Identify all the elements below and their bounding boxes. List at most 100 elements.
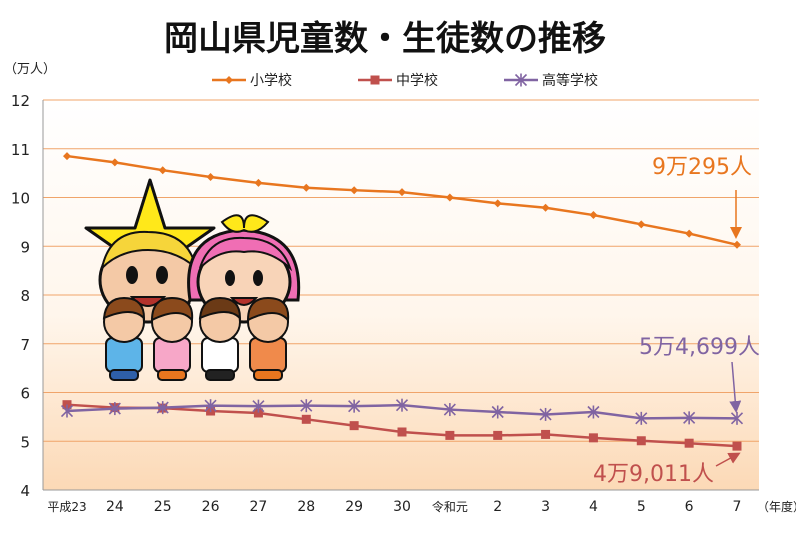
legend-item: 中学校 [358,72,438,89]
data-point [252,399,265,413]
x-tick-label: 30 [393,499,411,515]
data-point [635,411,648,425]
x-tick-label: 28 [297,499,315,515]
child-white [198,296,242,381]
data-point [541,429,551,439]
x-tick-label: 5 [637,499,646,515]
data-point [587,405,600,419]
data-point [493,430,503,440]
data-point [539,407,552,421]
data-point [491,405,504,419]
data-point [445,193,454,202]
annotation-arrow [729,361,742,413]
data-point [300,399,313,413]
annotation-arrow [715,452,741,467]
child-blue [102,296,146,381]
x-axis-ticks: 平成23 24 25 26 27 28 29 30 令和元 2 3 4 5 6 7 [47,499,741,515]
y-tick-label: 11 [11,141,30,159]
data-point [445,430,455,440]
x-tick-label: 6 [685,499,694,515]
data-point [225,76,233,84]
x-tick-label: 4 [589,499,598,515]
x-tick-label: 7 [733,499,742,515]
data-point [683,411,696,425]
y-tick-label: 4 [20,482,30,500]
x-tick-label: 26 [202,499,220,515]
data-point [301,414,311,424]
y-tick-label: 5 [20,433,30,451]
x-axis-unit: （年度） [757,499,796,514]
x-tick-label: 27 [250,499,268,515]
data-point [730,411,744,425]
y-tick-label: 8 [20,287,30,305]
legend-label: 高等学校 [542,72,598,89]
data-point [397,427,407,437]
data-point [60,404,74,418]
data-point [302,183,311,192]
y-axis-unit: （万人） [4,62,56,77]
x-tick-label: 24 [106,499,124,515]
data-point [206,173,215,182]
data-point [110,158,119,167]
data-point [443,403,456,417]
y-tick-label: 6 [20,385,30,403]
data-point [158,166,167,175]
y-axis-ticks: 4 5 6 7 8 9 10 11 12 [11,92,30,500]
data-point [398,188,406,197]
gridlines [42,99,759,491]
data-point [254,178,263,187]
data-point [733,240,741,249]
data-point [349,421,359,431]
legend: 小学校 中学校 高等学校 [212,72,598,89]
data-point [637,220,646,229]
series-0 [63,152,741,249]
annotation: 4万9,011人 [593,452,741,487]
annotation: 9万295人 [652,155,752,239]
y-tick-label: 9 [20,238,30,256]
annotations: 9万295人 5万4,699人 4万9,011人 [593,155,760,487]
data-point [350,186,359,195]
data-point [63,152,71,161]
x-tick-label: 令和元 [432,499,468,514]
data-point [348,399,361,413]
data-point [685,229,694,238]
series-layer [60,152,744,451]
data-point [156,401,169,415]
x-tick-label: 3 [541,499,550,515]
legend-label: 小学校 [250,72,292,89]
y-tick-label: 10 [11,190,30,208]
x-tick-label: 25 [154,499,172,515]
annotation: 5万4,699人 [639,335,760,413]
x-tick-label: 29 [345,499,363,515]
data-point [253,408,263,418]
data-point [108,402,121,416]
annotation-label: 4万9,011人 [593,462,714,487]
annotation-label: 9万295人 [652,155,752,180]
data-point [395,398,409,412]
series-2 [60,398,744,425]
child-orange [246,296,290,381]
x-tick-label: 平成23 [47,500,86,514]
data-point [732,441,742,451]
data-point [370,75,380,85]
data-point [684,438,694,448]
x-tick-label: 2 [493,499,502,515]
annotation-label: 5万4,699人 [639,335,760,360]
data-point [588,433,598,443]
data-point [589,211,598,220]
legend-label: 中学校 [396,72,438,89]
child-pink [150,296,194,381]
data-point [493,199,502,208]
chart-title: 岡山県児童数・生徒数の推移 [164,19,606,59]
data-point [204,399,217,413]
legend-item: 高等学校 [504,72,598,89]
data-point [541,203,550,212]
legend-item: 小学校 [212,72,292,89]
y-tick-label: 7 [20,336,30,354]
data-point [636,436,646,446]
data-point [514,73,528,87]
y-tick-label: 12 [11,92,30,110]
mascot-illustration [84,178,301,381]
